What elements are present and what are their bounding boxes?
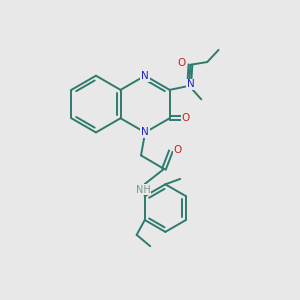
Text: N: N [141,128,149,137]
Text: N: N [187,80,194,89]
Text: O: O [173,145,181,155]
Text: NH: NH [136,185,150,195]
Text: O: O [182,113,190,123]
Text: O: O [178,58,186,68]
Text: N: N [141,71,149,81]
